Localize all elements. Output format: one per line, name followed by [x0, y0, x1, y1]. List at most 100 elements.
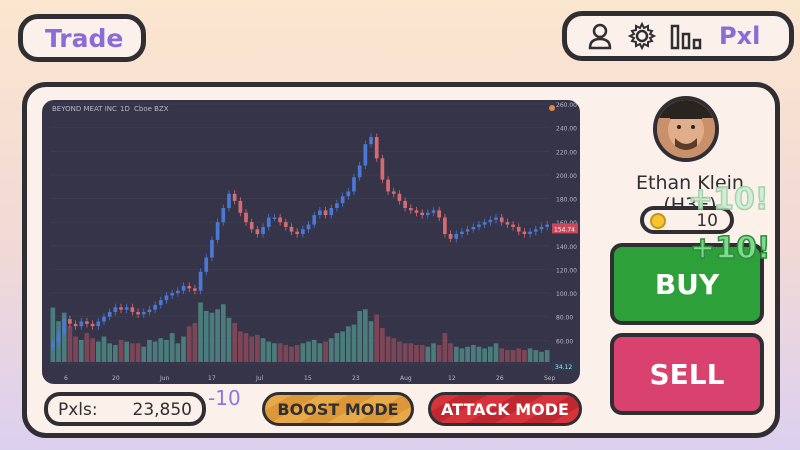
volume-bar — [408, 343, 414, 362]
sell-button[interactable]: SELL — [610, 333, 764, 415]
chart-exchange: Cboe BZX — [134, 105, 169, 113]
trade-tab[interactable]: Trade — [18, 14, 146, 62]
x-tick-label: 20 — [112, 375, 120, 382]
candle-body — [141, 312, 146, 315]
volume-bar — [215, 309, 220, 362]
candle-body — [96, 321, 101, 327]
candle-body — [68, 319, 72, 324]
volume-bar — [402, 343, 408, 362]
volume-bar — [101, 336, 107, 362]
y-tick-label: 260.00 — [556, 102, 577, 109]
candle-body — [102, 316, 106, 322]
candle-body — [437, 210, 442, 218]
volume-bar — [181, 336, 186, 362]
candle-body — [255, 229, 260, 234]
candle-body — [136, 312, 140, 315]
reward-float: +10! — [689, 230, 771, 267]
candle-body — [301, 229, 305, 234]
attack-mode-button[interactable]: ATTACK MODE — [428, 392, 582, 426]
y-tick-label: 200.00 — [556, 173, 577, 180]
candle-body — [56, 333, 61, 343]
currency-label: Pxl — [719, 22, 761, 50]
volume-bar — [476, 346, 482, 362]
candle-body — [85, 321, 89, 324]
bar-chart-icon[interactable] — [669, 21, 703, 51]
volume-bar — [209, 312, 215, 362]
x-tick-label: 26 — [496, 375, 504, 382]
volume-bar — [289, 346, 294, 362]
boost-mode-button[interactable]: BOOST MODE — [262, 392, 414, 426]
candle-body — [391, 191, 396, 194]
volume-bar — [311, 339, 317, 362]
volume-bar — [522, 350, 527, 362]
last-price-label: 154.74 — [554, 226, 575, 233]
buy-button[interactable]: BUY — [610, 243, 764, 325]
volume-bar — [419, 345, 425, 362]
candle-body — [158, 300, 163, 305]
volume-bar — [232, 322, 237, 362]
candle-body — [164, 295, 169, 301]
candle-body — [516, 226, 521, 232]
volume-bar — [164, 339, 169, 362]
candle-body — [306, 224, 311, 230]
x-tick-label: 23 — [352, 375, 360, 382]
candle-body — [545, 224, 549, 227]
volume-bar — [73, 336, 78, 362]
chart-interval: 1D — [120, 105, 130, 113]
person-icon[interactable] — [585, 21, 615, 51]
volume-bar — [118, 339, 124, 362]
stock-chart[interactable]: BEYOND MEAT INC 1D Cboe BZX 260.00 240.00… — [42, 100, 580, 384]
volume-bar — [516, 348, 522, 362]
volume-bar — [95, 341, 101, 362]
candle-body — [323, 210, 328, 216]
candle-body — [289, 226, 294, 232]
volume-bar — [255, 334, 260, 362]
y-tick-label: 80.00 — [556, 315, 573, 322]
volume-bar — [448, 343, 453, 362]
volume-bar — [107, 343, 112, 362]
volume-bar — [169, 333, 175, 362]
y-tick-label: 140.00 — [556, 244, 577, 251]
volume-bar — [544, 350, 550, 362]
volume-bar — [533, 350, 539, 362]
volume-bar — [294, 345, 300, 362]
candle-body — [499, 217, 504, 223]
candle-body — [426, 212, 430, 216]
candle-body — [448, 234, 453, 239]
gear-icon[interactable] — [627, 21, 657, 51]
volume-bar — [249, 336, 255, 362]
candle-body — [471, 226, 476, 230]
price-chart-svg[interactable]: BEYOND MEAT INC 1D Cboe BZX 260.00 240.00… — [42, 100, 580, 384]
candle-body — [352, 177, 356, 192]
volume-bar — [334, 333, 340, 362]
y-tick-label: 180.00 — [556, 197, 577, 204]
candle-body — [443, 217, 447, 234]
candle-body — [494, 217, 498, 220]
x-tick-label: 15 — [304, 375, 312, 382]
volume-bar — [220, 304, 226, 362]
boost-mode-label: BOOST MODE — [277, 399, 399, 419]
volume-bar — [306, 341, 311, 362]
candle-body — [244, 212, 248, 223]
candle-body — [210, 239, 214, 258]
avatar — [653, 96, 719, 162]
volume-bar — [135, 343, 141, 362]
volume-bar — [493, 343, 499, 362]
candle-body — [295, 231, 299, 234]
last-price-tag — [552, 223, 578, 234]
coin-icon — [650, 213, 666, 229]
volume-bar — [158, 338, 164, 362]
volume-bar — [198, 302, 203, 362]
chart-marks: 260.00240.00220.00200.00180.00160.00140.… — [50, 102, 578, 382]
candle-body — [107, 312, 112, 317]
candle-body — [465, 229, 470, 232]
candle-body — [130, 307, 135, 312]
candle-body — [528, 231, 532, 234]
candle-body — [522, 231, 527, 234]
candle-body — [153, 304, 157, 310]
volume-bar — [499, 348, 505, 362]
candle-body — [278, 217, 282, 223]
candle-body — [511, 224, 515, 227]
volume-bar — [453, 346, 459, 362]
candle-body — [482, 222, 487, 225]
